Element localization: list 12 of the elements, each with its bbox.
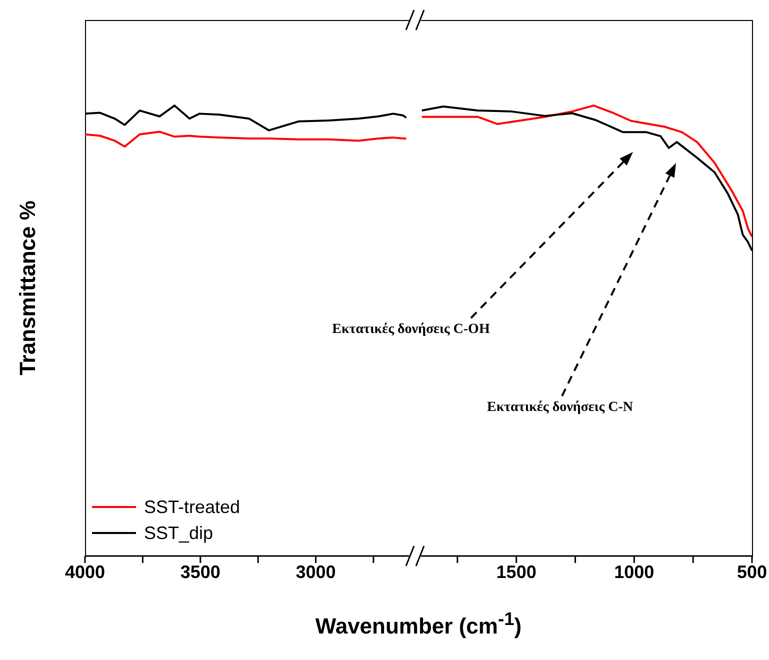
x-tick-label: 500: [736, 562, 768, 582]
x-axis-title: Wavenumber (cm$^{-1}$): [314, 608, 523, 640]
legend-label: SST-treated: [144, 496, 240, 519]
x-tick-label: 1500: [496, 562, 536, 582]
annotation: Εκτατικές δονήσεις C-N: [486, 400, 634, 416]
annotation: Εκτατικές δονήσεις C-OH: [331, 322, 491, 338]
y-axis-title: Transmittance %: [15, 200, 41, 376]
x-tick-label: 3000: [296, 562, 336, 582]
x-tick-label: 3500: [180, 562, 220, 582]
legend-label: SST_dip: [144, 522, 214, 545]
x-tick-label: 1000: [614, 562, 654, 582]
x-tick-label: 4000: [64, 562, 106, 582]
